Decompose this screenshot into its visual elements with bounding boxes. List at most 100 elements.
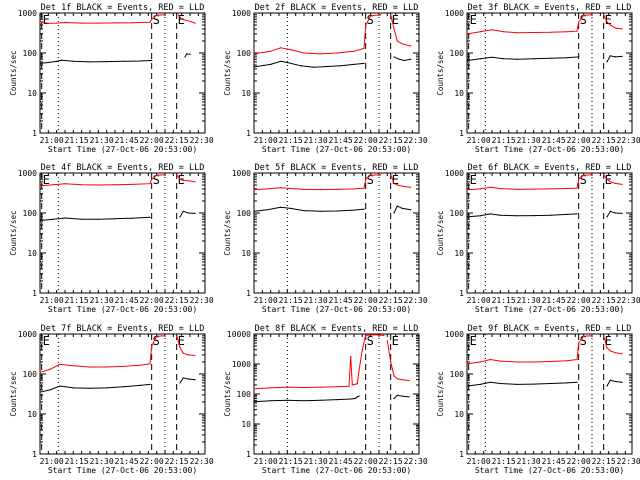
- data-point: [181, 18, 183, 20]
- series-line: [393, 394, 410, 399]
- flag-label: E: [392, 13, 399, 27]
- x-tick-label: 21:45: [542, 296, 566, 305]
- data-point: [122, 60, 124, 62]
- panel-title: Det 6f BLACK = Events, RED = LLD: [468, 163, 632, 173]
- y-tick-label: 1: [459, 450, 464, 459]
- data-point: [614, 182, 616, 184]
- data-point: [576, 358, 578, 361]
- data-point: [139, 60, 141, 62]
- x-tick-label: 21:30: [304, 296, 328, 305]
- y-tick-label: 1000: [232, 360, 251, 369]
- series-line: [179, 377, 196, 384]
- data-point: [401, 207, 403, 209]
- detector-panel: Det 2f BLACK = Events, RED = LLD 1 10 100 10…: [223, 3, 428, 154]
- x-tick-label: 21:00: [467, 136, 491, 145]
- x-tick-label: 22:15: [165, 296, 189, 305]
- data-point: [393, 212, 395, 214]
- x-tick-label: 21:00: [254, 457, 278, 466]
- data-point: [466, 59, 468, 62]
- data-point: [61, 59, 63, 61]
- y-tick-label: 10: [241, 249, 251, 258]
- data-point: [609, 24, 611, 26]
- data-point: [361, 349, 363, 351]
- data-point: [466, 385, 468, 387]
- series-line: [606, 55, 623, 63]
- data-point: [576, 30, 578, 32]
- data-point: [72, 365, 74, 367]
- data-point: [365, 178, 367, 180]
- data-point: [336, 399, 338, 401]
- data-point: [373, 334, 375, 336]
- x-tick-label: 22:00: [354, 296, 378, 305]
- data-point: [139, 384, 141, 386]
- data-point: [396, 205, 398, 207]
- data-point: [194, 212, 196, 214]
- x-tick-label: 21:30: [517, 136, 541, 145]
- data-point: [396, 394, 398, 396]
- data-point: [97, 218, 99, 220]
- data-point: [39, 391, 41, 393]
- data-point: [47, 61, 49, 64]
- y-tick-label: 1: [459, 129, 464, 138]
- data-point: [64, 217, 66, 219]
- data-point: [583, 14, 585, 16]
- y-axis-title: Counts/sec: [223, 210, 232, 255]
- data-point: [479, 215, 481, 217]
- y-tick-label: 100: [23, 370, 38, 379]
- data-point: [320, 210, 322, 212]
- data-point: [194, 22, 196, 24]
- x-tick-label: 21:00: [40, 296, 64, 305]
- detector-panel: Det 3f BLACK = Events, RED = LLD 1 10 100 10…: [436, 3, 640, 154]
- flag-label: S: [367, 173, 374, 187]
- y-tick-label: 10: [241, 89, 251, 98]
- plot-frame: [253, 333, 420, 455]
- series-line: [39, 335, 166, 373]
- data-point: [403, 185, 405, 188]
- data-point: [151, 18, 153, 20]
- series-line: [253, 14, 381, 55]
- flag-label: E: [470, 173, 477, 187]
- data-point: [182, 179, 184, 182]
- data-point: [356, 383, 358, 385]
- y-tick-label: 10: [454, 89, 464, 98]
- data-point: [549, 382, 551, 385]
- detector-panel: Det 8f BLACK = Events, RED = LLD 1 10 100 10…: [223, 324, 428, 475]
- data-point: [578, 178, 580, 180]
- data-point: [353, 63, 355, 65]
- data-point: [253, 401, 255, 403]
- data-point: [303, 400, 305, 402]
- x-tick-label: 21:00: [40, 457, 64, 466]
- data-point: [270, 400, 272, 402]
- data-point: [549, 360, 551, 363]
- data-point: [187, 212, 189, 214]
- data-point: [614, 56, 616, 58]
- data-point: [176, 335, 178, 337]
- x-tick-label: 21:00: [254, 136, 278, 145]
- y-tick-label: 100: [23, 49, 38, 58]
- data-point: [358, 370, 360, 372]
- x-axis-title: Start Time (27-Oct-06 20:53:00): [475, 466, 624, 475]
- x-tick-label: 22:00: [140, 136, 164, 145]
- data-point: [363, 62, 365, 64]
- flag-label: E: [605, 13, 612, 27]
- data-point: [320, 386, 322, 388]
- data-point: [489, 381, 491, 383]
- data-point: [139, 364, 141, 366]
- data-point: [499, 360, 501, 362]
- data-point: [603, 335, 605, 337]
- data-point: [358, 395, 360, 397]
- data-point: [499, 187, 501, 190]
- plot-frame: [466, 12, 633, 134]
- x-tick-label: 22:00: [567, 457, 591, 466]
- data-point: [410, 45, 412, 47]
- data-point: [122, 365, 124, 367]
- data-point: [606, 347, 608, 349]
- data-point: [270, 387, 272, 389]
- y-tick-label: 1000: [445, 169, 464, 178]
- panel-title: Det 3f BLACK = Events, RED = LLD: [468, 3, 632, 13]
- data-point: [363, 208, 365, 210]
- data-point: [131, 183, 133, 185]
- panel-title: Det 4f BLACK = Events, RED = LLD: [41, 163, 205, 173]
- data-point: [516, 361, 518, 363]
- data-point: [47, 22, 49, 24]
